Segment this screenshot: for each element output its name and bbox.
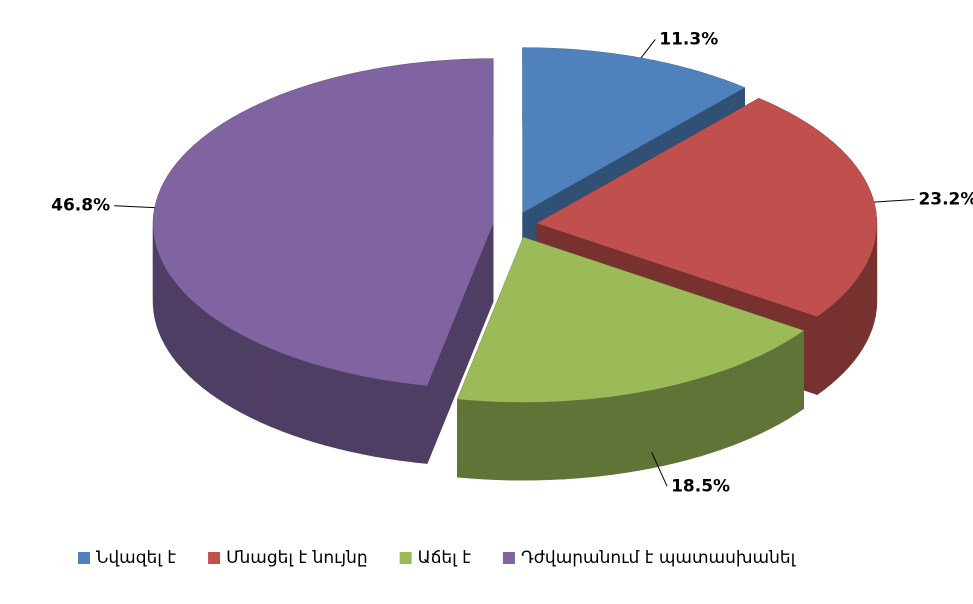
slice-side <box>165 266 169 350</box>
slice-side <box>233 330 242 413</box>
slice-side <box>375 378 388 458</box>
slice-side <box>699 375 710 456</box>
leader-line <box>641 39 655 58</box>
value-label: 11.3% <box>659 29 718 49</box>
slice-side <box>589 398 602 477</box>
slice-side <box>870 251 872 335</box>
leader-line <box>874 200 914 203</box>
slice-side <box>401 383 414 463</box>
slice-side <box>470 400 483 479</box>
slice-side <box>825 306 832 390</box>
value-label: 23.2% <box>918 190 973 210</box>
slice-side <box>338 371 350 452</box>
slice-side <box>731 364 741 446</box>
value-label: 46.8% <box>51 196 110 216</box>
slice-side <box>523 402 536 480</box>
slice-side <box>796 331 804 414</box>
slice-side <box>838 294 844 378</box>
legend-swatch <box>400 552 412 564</box>
slice-side <box>363 376 376 456</box>
slice-side <box>173 279 178 363</box>
slice-side <box>817 311 824 394</box>
slice-side <box>752 355 762 437</box>
slice-side <box>867 257 870 341</box>
slice-side <box>562 400 575 479</box>
slice-side <box>849 282 854 366</box>
slice-side <box>314 364 326 445</box>
slice-side <box>687 379 698 460</box>
slice-side <box>209 314 217 397</box>
slice-side <box>216 319 224 402</box>
slice-side <box>271 349 281 431</box>
slice-side <box>292 357 303 439</box>
legend-label: Դժվարանում է պատասխանել <box>521 548 797 568</box>
slice-side <box>159 253 162 337</box>
slice-side <box>536 402 549 480</box>
leader-line <box>114 206 155 208</box>
slice-side <box>156 247 158 331</box>
slice-side <box>639 390 651 470</box>
legend-label: Աճել է <box>418 548 472 568</box>
slice-side <box>549 401 562 480</box>
slice-side <box>779 341 787 424</box>
slice-side <box>721 368 732 450</box>
slice-side <box>188 297 194 381</box>
slice-side <box>483 401 496 480</box>
slice-side <box>281 353 292 435</box>
legend-swatch <box>503 552 515 564</box>
slice-side <box>251 340 261 423</box>
slice-side <box>326 367 338 448</box>
slice-side <box>614 394 627 474</box>
slice-side <box>710 371 721 453</box>
slice-side <box>195 303 202 387</box>
value-label: 18.5% <box>671 476 730 496</box>
slice-side <box>242 335 251 418</box>
legend-label: Մնացել է նույնը <box>226 548 368 568</box>
slice-side <box>201 308 208 392</box>
slice-side <box>510 402 523 480</box>
slice-side <box>261 344 271 426</box>
legend-swatch <box>78 552 90 564</box>
slice-side <box>863 263 867 347</box>
slice-side <box>576 399 589 478</box>
slice-side <box>742 359 752 441</box>
slice-side <box>457 399 470 478</box>
slice-side <box>664 385 676 466</box>
slice-side <box>161 260 164 344</box>
slice-side <box>168 273 172 357</box>
slice-side <box>224 325 232 408</box>
slice-side <box>303 361 314 443</box>
slice-side <box>177 285 182 369</box>
legend-swatch <box>208 552 220 564</box>
slice-side <box>771 346 780 429</box>
slice-side <box>388 381 401 461</box>
slice-side <box>854 276 859 360</box>
slice-side <box>831 300 837 384</box>
slice-side <box>627 392 639 472</box>
slice-side <box>497 402 510 480</box>
legend-label: Նվազել է <box>96 548 176 568</box>
slice-side <box>676 382 688 463</box>
slice-side <box>601 396 614 476</box>
slice-side <box>859 270 863 354</box>
slice-side <box>414 384 427 463</box>
slice-side <box>350 373 362 454</box>
slice-side <box>788 336 796 419</box>
slice-side <box>183 291 189 375</box>
slice-side <box>761 350 770 433</box>
slice-side <box>844 288 850 372</box>
